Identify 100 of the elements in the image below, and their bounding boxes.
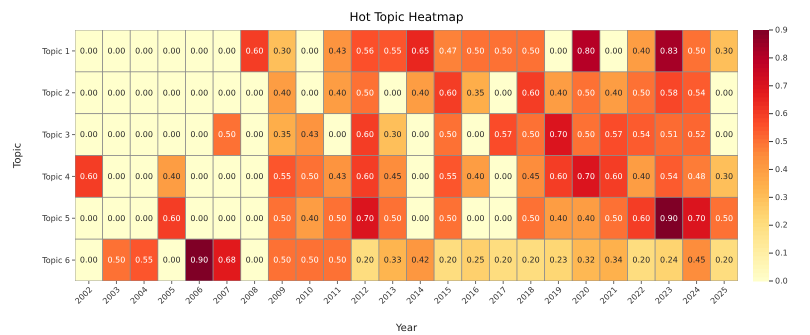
data-label: 0.40 bbox=[466, 172, 484, 181]
data-label: 0.00 bbox=[494, 88, 512, 98]
y-tick-label: Topic 5 bbox=[41, 214, 70, 224]
data-label: 0.57 bbox=[604, 130, 623, 140]
data-label: 0.68 bbox=[218, 256, 236, 265]
data-label: 0.00 bbox=[466, 130, 484, 140]
data-label: 0.55 bbox=[439, 172, 457, 181]
data-label: 0.70 bbox=[577, 172, 595, 181]
data-label: 0.50 bbox=[273, 256, 292, 265]
data-label: 0.35 bbox=[273, 130, 292, 140]
data-label: 0.20 bbox=[494, 256, 512, 265]
data-label: 0.50 bbox=[688, 46, 706, 56]
data-label: 0.00 bbox=[190, 88, 208, 98]
data-label: 0.00 bbox=[135, 172, 153, 181]
data-label: 0.50 bbox=[577, 88, 595, 98]
data-label: 0.00 bbox=[218, 172, 236, 181]
data-label: 0.60 bbox=[550, 172, 568, 181]
data-label: 0.00 bbox=[135, 46, 153, 56]
color-bar-label: 0.0 bbox=[775, 276, 788, 286]
data-label: 0.00 bbox=[494, 172, 512, 181]
data-label: 0.33 bbox=[384, 256, 402, 265]
data-label: 0.60 bbox=[356, 172, 374, 181]
data-label: 0.32 bbox=[577, 256, 595, 265]
color-bar-label: 0.6 bbox=[775, 109, 788, 118]
data-label: 0.00 bbox=[135, 88, 153, 98]
data-label: 0.90 bbox=[660, 214, 678, 223]
chart-title: Hot Topic Heatmap bbox=[348, 10, 464, 24]
data-label: 0.40 bbox=[550, 214, 568, 223]
data-label: 0.42 bbox=[411, 256, 430, 265]
data-label: 0.56 bbox=[356, 46, 374, 56]
data-label: 0.40 bbox=[577, 214, 595, 223]
data-label: 0.20 bbox=[439, 256, 457, 265]
data-label: 0.00 bbox=[162, 130, 181, 140]
data-label: 0.40 bbox=[604, 88, 623, 98]
data-label: 0.60 bbox=[356, 130, 374, 140]
data-label: 0.60 bbox=[162, 214, 181, 223]
data-label: 0.24 bbox=[660, 256, 678, 265]
data-label: 0.52 bbox=[688, 130, 706, 140]
data-label: 0.40 bbox=[632, 172, 650, 181]
data-label: 0.65 bbox=[411, 46, 430, 56]
data-label: 0.70 bbox=[550, 130, 568, 140]
data-label: 0.50 bbox=[604, 214, 623, 223]
data-label: 0.50 bbox=[632, 88, 650, 98]
data-label: 0.60 bbox=[80, 172, 98, 181]
data-label: 0.51 bbox=[660, 130, 678, 140]
data-label: 0.00 bbox=[162, 88, 181, 98]
data-label: 0.00 bbox=[108, 88, 126, 98]
data-label: 0.30 bbox=[273, 46, 292, 56]
y-tick-label: Topic 4 bbox=[41, 172, 70, 182]
data-label: 0.20 bbox=[632, 256, 650, 265]
data-label: 0.50 bbox=[522, 130, 540, 140]
data-label: 0.70 bbox=[356, 214, 374, 223]
data-label: 0.50 bbox=[356, 88, 374, 98]
data-label: 0.00 bbox=[190, 46, 208, 56]
data-label: 0.57 bbox=[494, 130, 512, 140]
data-label: 0.00 bbox=[218, 214, 236, 223]
data-label: 0.00 bbox=[218, 88, 236, 98]
data-label: 0.50 bbox=[300, 256, 319, 265]
color-bar-label: 0.2 bbox=[775, 220, 788, 230]
data-label: 0.00 bbox=[246, 214, 264, 223]
data-label: 0.60 bbox=[604, 172, 623, 181]
data-label: 0.00 bbox=[550, 46, 568, 56]
data-label: 0.50 bbox=[494, 46, 512, 56]
data-label: 0.45 bbox=[522, 172, 540, 181]
data-label: 0.00 bbox=[135, 130, 153, 140]
data-label: 0.00 bbox=[108, 214, 126, 223]
data-label: 0.00 bbox=[108, 172, 126, 181]
data-label: 0.00 bbox=[246, 172, 264, 181]
data-label: 0.00 bbox=[162, 46, 181, 56]
color-bar-label: 0.1 bbox=[775, 248, 788, 258]
data-label: 0.40 bbox=[300, 214, 319, 223]
data-label: 0.50 bbox=[218, 130, 236, 140]
y-tick-label: Topic 2 bbox=[41, 88, 70, 98]
data-label: 0.00 bbox=[162, 256, 181, 265]
data-label: 0.50 bbox=[108, 256, 126, 265]
data-label: 0.40 bbox=[411, 88, 430, 98]
color-bar-label: 0.7 bbox=[775, 81, 788, 90]
color-bar-label: 0.8 bbox=[775, 53, 788, 62]
data-label: 0.20 bbox=[356, 256, 374, 265]
data-label: 0.30 bbox=[384, 130, 402, 140]
y-tick-label: Topic 3 bbox=[41, 130, 70, 140]
data-label: 0.40 bbox=[162, 172, 181, 181]
data-label: 0.00 bbox=[80, 130, 98, 140]
data-label: 0.00 bbox=[384, 88, 402, 98]
data-label: 0.00 bbox=[411, 172, 430, 181]
data-label: 0.00 bbox=[604, 46, 623, 56]
data-label: 0.54 bbox=[632, 130, 650, 140]
data-label: 0.55 bbox=[384, 46, 402, 56]
data-label: 0.00 bbox=[80, 214, 98, 223]
data-label: 0.20 bbox=[522, 256, 540, 265]
color-bar-label: 0.5 bbox=[775, 137, 788, 146]
data-label: 0.00 bbox=[300, 46, 319, 56]
data-label: 0.50 bbox=[439, 214, 457, 223]
data-label: 0.55 bbox=[135, 256, 153, 265]
data-label: 0.00 bbox=[80, 88, 98, 98]
data-label: 0.50 bbox=[522, 214, 540, 223]
data-label: 0.00 bbox=[190, 130, 208, 140]
data-label: 0.00 bbox=[80, 256, 98, 265]
data-label: 0.50 bbox=[384, 214, 402, 223]
data-label: 0.00 bbox=[190, 172, 208, 181]
